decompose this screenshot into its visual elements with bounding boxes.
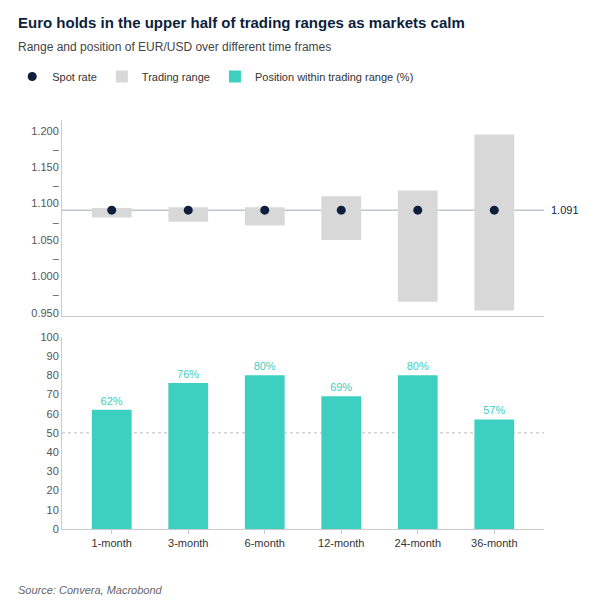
svg-text:57%: 57% (483, 404, 505, 416)
svg-text:Trading range: Trading range (142, 71, 210, 83)
svg-text:3-month: 3-month (168, 537, 208, 549)
svg-text:80: 80 (47, 369, 59, 381)
svg-text:1.150: 1.150 (31, 161, 59, 173)
svg-text:1.050: 1.050 (31, 234, 59, 246)
svg-text:0.950: 0.950 (31, 307, 59, 319)
svg-text:1.200: 1.200 (31, 125, 59, 137)
svg-text:24-month: 24-month (395, 537, 441, 549)
svg-text:80%: 80% (254, 360, 276, 372)
svg-text:–: – (53, 179, 60, 191)
svg-text:100: 100 (40, 331, 58, 343)
svg-text:36-month: 36-month (471, 537, 517, 549)
svg-text:90: 90 (47, 350, 59, 362)
svg-text:10: 10 (47, 504, 59, 516)
svg-text:Source: Convera, Macrobond: Source: Convera, Macrobond (18, 584, 163, 596)
svg-text:70: 70 (47, 388, 59, 400)
svg-text:1-month: 1-month (92, 537, 132, 549)
svg-text:Range and position of EUR/USD: Range and position of EUR/USD over diffe… (18, 40, 331, 54)
svg-text:50: 50 (47, 427, 59, 439)
svg-text:1.091: 1.091 (551, 204, 579, 216)
svg-text:Position within trading range: Position within trading range (%) (255, 71, 413, 83)
svg-text:60: 60 (47, 408, 59, 420)
svg-text:Euro holds in the upper half o: Euro holds in the upper half of trading … (18, 14, 465, 31)
svg-text:–: – (53, 143, 60, 155)
svg-text:20: 20 (47, 484, 59, 496)
svg-text:–: – (53, 216, 60, 228)
svg-text:69%: 69% (330, 381, 352, 393)
svg-text:–: – (53, 252, 60, 264)
svg-text:6-month: 6-month (245, 537, 285, 549)
svg-text:76%: 76% (177, 368, 199, 380)
svg-text:62%: 62% (101, 395, 123, 407)
svg-text:12-month: 12-month (318, 537, 364, 549)
svg-text:–: – (53, 288, 60, 300)
svg-text:1.100: 1.100 (31, 197, 59, 209)
svg-text:1.000: 1.000 (31, 270, 59, 282)
svg-text:0: 0 (53, 523, 59, 535)
svg-text:80%: 80% (407, 360, 429, 372)
svg-text:30: 30 (47, 465, 59, 477)
svg-text:Spot rate: Spot rate (52, 71, 97, 83)
svg-text:40: 40 (47, 446, 59, 458)
